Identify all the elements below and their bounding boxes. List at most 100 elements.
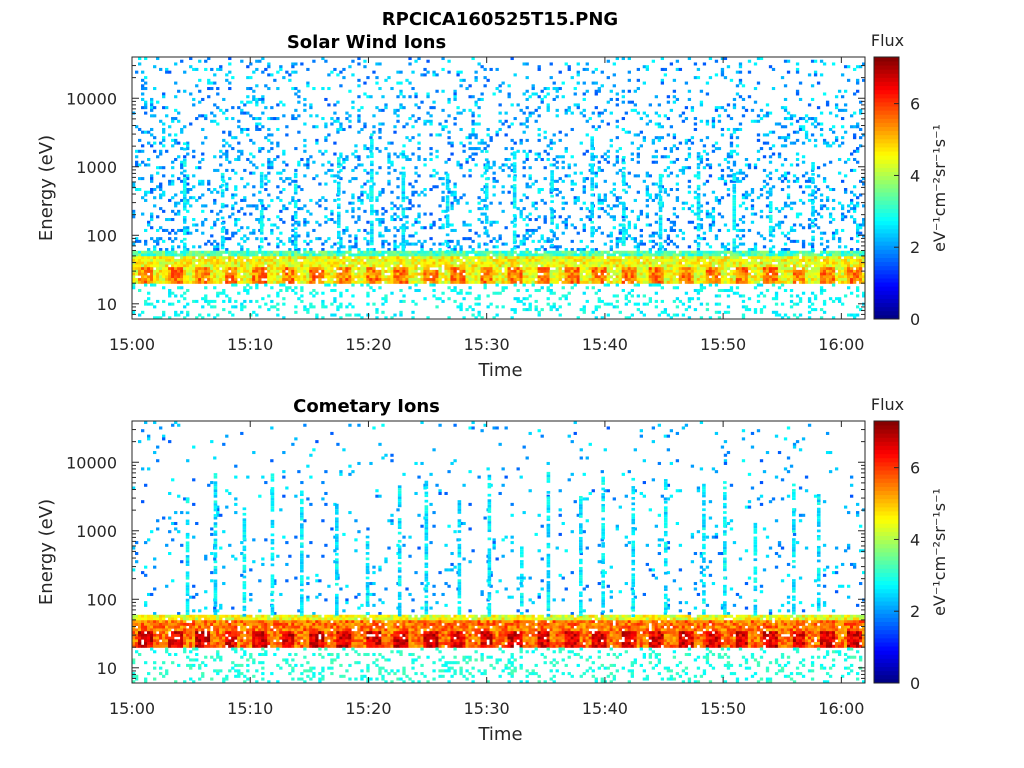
flux-cell xyxy=(606,258,610,262)
flux-cell xyxy=(186,248,190,252)
flux-cell xyxy=(480,220,484,224)
flux-cell xyxy=(471,57,475,61)
flux-cell xyxy=(396,275,400,279)
flux-cell xyxy=(381,122,385,126)
flux-cell xyxy=(621,253,625,257)
flux-cell xyxy=(189,264,193,268)
flux-cell xyxy=(405,78,409,82)
flux-cell xyxy=(513,310,517,314)
flux-cell xyxy=(198,179,202,183)
flux-cell xyxy=(156,272,160,276)
flux-cell xyxy=(159,226,163,230)
flux-cell xyxy=(324,261,328,265)
flux-cell xyxy=(552,280,556,284)
flux-cell xyxy=(591,286,595,290)
flux-cell xyxy=(603,242,607,246)
flux-cell xyxy=(408,280,412,284)
flux-cell xyxy=(408,157,412,162)
flux-cell xyxy=(387,280,391,284)
flux-cell xyxy=(168,256,172,260)
flux-cell xyxy=(420,242,424,246)
flux-cell xyxy=(300,275,304,279)
flux-cell xyxy=(474,269,478,273)
flux-cell xyxy=(441,242,445,246)
flux-cell xyxy=(396,119,400,123)
flux-cell xyxy=(423,253,427,257)
flux-cell xyxy=(186,264,190,268)
flux-cell xyxy=(240,207,244,211)
flux-cell xyxy=(366,291,370,295)
flux-cell xyxy=(399,106,403,110)
flux-cell xyxy=(549,258,553,262)
flux-cell xyxy=(675,256,680,260)
flux-cell xyxy=(411,272,415,276)
flux-cell xyxy=(132,283,136,287)
flux-cell xyxy=(486,280,490,284)
flux-cell xyxy=(492,258,496,262)
flux-cell xyxy=(183,155,187,159)
flux-cell xyxy=(636,155,640,159)
flux-cell xyxy=(306,258,310,262)
flux-cell xyxy=(522,242,526,246)
flux-cell xyxy=(618,231,622,235)
flux-cell xyxy=(498,267,502,271)
flux-cell xyxy=(339,305,343,309)
flux-cell xyxy=(627,269,631,273)
flux-cell xyxy=(165,261,169,265)
flux-cell xyxy=(192,245,196,249)
flux-cell xyxy=(324,272,328,276)
flux-cell xyxy=(306,261,310,265)
flux-cell xyxy=(345,155,349,159)
flux-cell xyxy=(219,149,223,153)
flux-cell xyxy=(660,57,665,61)
flux-cell xyxy=(261,97,265,101)
flux-cell xyxy=(252,185,256,189)
flux-cell xyxy=(252,264,256,268)
flux-cell xyxy=(333,272,337,276)
flux-cell xyxy=(459,280,463,284)
flux-cell xyxy=(576,248,580,252)
flux-cell xyxy=(717,302,722,306)
flux-cell xyxy=(252,163,256,167)
flux-cell xyxy=(144,278,148,282)
flux-cell xyxy=(720,275,725,279)
flux-cell xyxy=(252,272,256,276)
flux-cell xyxy=(582,97,586,101)
flux-cell xyxy=(483,226,487,230)
flux-cell xyxy=(726,256,731,260)
flux-cell xyxy=(636,111,640,115)
flux-cell xyxy=(153,149,157,153)
flux-cell xyxy=(321,253,325,257)
flux-cell xyxy=(303,278,307,282)
flux-cell xyxy=(399,258,403,262)
flux-cell xyxy=(144,130,148,134)
flux-cell xyxy=(582,278,586,282)
flux-cell xyxy=(201,272,205,276)
flux-cell xyxy=(393,204,397,208)
flux-cell xyxy=(555,166,559,170)
flux-cell xyxy=(573,253,577,257)
flux-cell xyxy=(555,237,559,241)
flux-cell xyxy=(171,302,175,306)
flux-cell xyxy=(345,280,349,284)
flux-cell xyxy=(246,100,250,104)
flux-cell xyxy=(582,228,586,232)
flux-cell xyxy=(255,256,259,260)
flux-cell xyxy=(399,313,403,317)
flux-cell xyxy=(579,275,583,279)
flux-cell xyxy=(246,291,250,295)
flux-cell xyxy=(429,280,433,284)
flux-cell xyxy=(558,264,562,268)
flux-cell xyxy=(510,264,514,268)
flux-cell xyxy=(357,198,361,202)
flux-cell xyxy=(132,242,136,246)
flux-cell xyxy=(477,207,481,211)
flux-cell xyxy=(621,250,625,254)
flux-cell xyxy=(252,155,256,159)
flux-cell xyxy=(534,269,538,273)
flux-cell xyxy=(516,267,520,271)
flux-cell xyxy=(588,168,592,172)
flux-cell xyxy=(279,261,283,265)
flux-cell xyxy=(672,100,677,104)
flux-cell xyxy=(537,114,541,118)
